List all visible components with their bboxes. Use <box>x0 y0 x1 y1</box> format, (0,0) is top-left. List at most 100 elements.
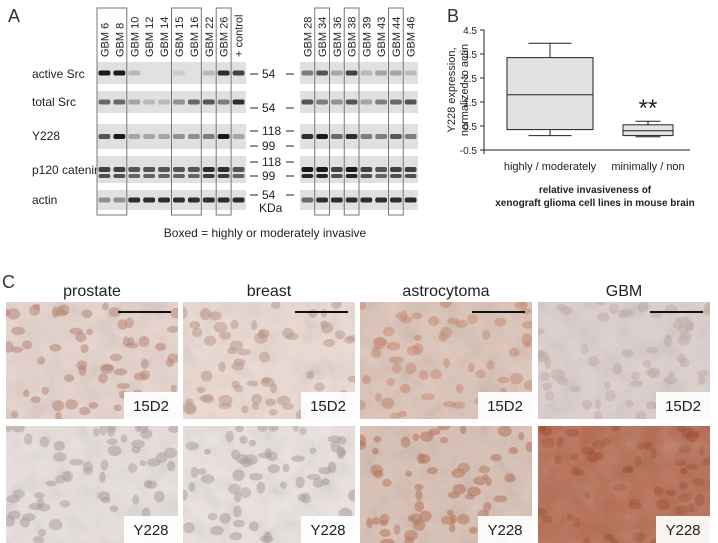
blot-band <box>202 174 215 178</box>
mw-label: 118 <box>262 124 281 138</box>
blot-band <box>390 99 402 105</box>
lane-label-left: GBM 8 <box>114 23 126 57</box>
blot-band <box>158 70 170 76</box>
blot-band <box>158 99 170 105</box>
stain-label: Y228 <box>665 522 700 539</box>
blot-band <box>113 174 126 178</box>
blot-band <box>187 134 200 139</box>
stain-label-bg <box>124 516 178 543</box>
stain-label: Y228 <box>487 522 522 539</box>
blot-band <box>345 197 358 203</box>
invasive-box <box>171 7 202 216</box>
blot-band <box>113 197 126 203</box>
blot-band <box>143 167 156 172</box>
mw-label: 54 <box>262 67 276 81</box>
blot-band <box>217 134 230 139</box>
stain-label: 15D2 <box>487 398 523 415</box>
lane-label-left: GBM 14 <box>159 17 171 57</box>
blot-band <box>316 134 328 139</box>
blot-band <box>187 99 200 105</box>
blot-caption: Boxed = highly or moderately invasive <box>164 226 367 240</box>
row-label: p120 catenin <box>32 163 101 177</box>
lane-label-left: GBM 26 <box>219 17 231 57</box>
stain-label: Y228 <box>133 522 168 539</box>
lane-label-right: GBM 28 <box>302 17 314 57</box>
blot-band <box>390 134 402 139</box>
blot-band <box>187 70 200 76</box>
blot-band <box>375 99 387 105</box>
lane-label-right: GBM 34 <box>317 17 329 57</box>
row-label: total Src <box>32 95 76 109</box>
blot-band <box>158 174 170 178</box>
blot-band <box>301 70 314 76</box>
row-label: actin <box>32 193 57 207</box>
blot-band <box>187 197 200 203</box>
blot-band <box>217 174 230 178</box>
blot-band <box>98 174 111 178</box>
box <box>506 57 594 131</box>
blot-band <box>113 99 126 105</box>
x-axis-label: xenograft glioma cell lines in mouse bra… <box>495 198 695 209</box>
blot-band <box>331 174 343 178</box>
blot-band <box>202 197 215 203</box>
blot-band <box>316 99 328 105</box>
blot-band <box>128 134 141 139</box>
row-label: active Src <box>32 67 85 81</box>
blot-band <box>217 197 230 203</box>
lane-label-right: GBM 39 <box>361 17 373 57</box>
stain-label: 15D2 <box>133 398 169 415</box>
blot-band <box>113 167 126 172</box>
stain-label-bg <box>656 392 710 419</box>
blot-band <box>173 134 185 139</box>
blot-band <box>232 70 245 76</box>
blot-band <box>232 99 245 105</box>
mw-label: 54 <box>262 101 276 115</box>
blot-band <box>316 167 328 172</box>
panel-label-a: A <box>8 6 20 26</box>
blot-band <box>360 134 373 139</box>
stain-label: 15D2 <box>310 398 346 415</box>
invasive-box <box>314 7 330 216</box>
lane-label-left: GBM 22 <box>204 17 216 57</box>
panel-label-b: B <box>447 6 459 26</box>
blot-band <box>331 70 343 76</box>
blot-band <box>187 167 200 172</box>
blot-band <box>360 167 373 172</box>
blot-band <box>345 99 358 105</box>
blot-band <box>301 167 314 172</box>
blot-band <box>331 197 343 203</box>
lane-label-left: GBM 15 <box>174 17 186 57</box>
blot-band <box>375 70 387 76</box>
blot-band <box>232 134 245 139</box>
blot-band <box>301 134 314 139</box>
box-plot-panel: 4.5 3.5 2.5 1.5 0.5 -0.5 Y228 expression, norma… <box>446 26 695 209</box>
blot-band <box>345 134 358 139</box>
blot-band <box>202 99 215 105</box>
blot-band <box>404 174 417 178</box>
blot-band <box>404 197 417 203</box>
blot-band <box>187 174 200 178</box>
blot-band <box>143 134 156 139</box>
lane-label-right: GBM 44 <box>391 17 403 57</box>
lane-label-right: GBM 46 <box>406 17 418 57</box>
blot-band <box>173 99 185 105</box>
blot-band <box>232 174 245 178</box>
x-axis-label: relative invasiveness of <box>539 185 652 196</box>
lane-label-left: + control <box>234 15 246 58</box>
blot-band <box>128 70 141 76</box>
histology-column-title: GBM <box>606 283 642 300</box>
blot-band <box>375 174 387 178</box>
lane-label-right: GBM 38 <box>347 17 359 57</box>
blot-band <box>202 167 215 172</box>
blot-band <box>217 70 230 76</box>
y-tick-label: 0.5 <box>463 122 477 133</box>
lane-label-left: GBM 16 <box>189 17 201 57</box>
stain-label-bg <box>478 516 532 543</box>
blot-band <box>404 134 417 139</box>
blot-band <box>113 134 126 139</box>
blot-band <box>316 70 328 76</box>
mw-label: 99 <box>262 169 276 183</box>
blot-band <box>375 197 387 203</box>
